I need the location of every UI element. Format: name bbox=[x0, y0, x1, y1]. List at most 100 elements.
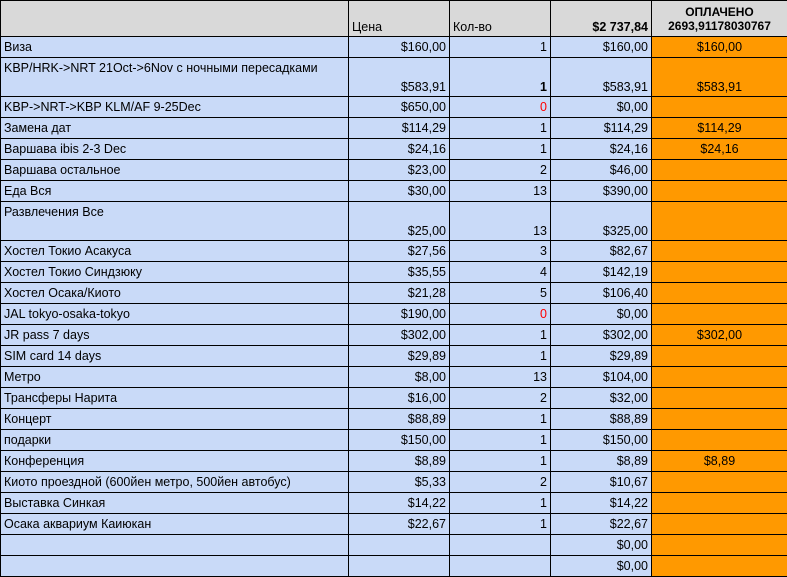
cell-qty[interactable]: 13 bbox=[450, 202, 551, 241]
cell-qty[interactable]: 4 bbox=[450, 262, 551, 283]
header-cell-total[interactable]: $2 737,84 bbox=[551, 1, 652, 37]
cell-total[interactable]: $88,89 bbox=[551, 409, 652, 430]
cell-paid[interactable] bbox=[652, 346, 787, 367]
cell-paid[interactable] bbox=[652, 283, 787, 304]
cell-price[interactable]: $21,28 bbox=[349, 283, 450, 304]
cell-total[interactable]: $142,19 bbox=[551, 262, 652, 283]
header-cell-item[interactable] bbox=[1, 1, 349, 37]
cell-total[interactable]: $24,16 bbox=[551, 139, 652, 160]
header-cell-paid[interactable]: ОПЛАЧЕНО 2693,91178030767 bbox=[652, 1, 787, 37]
cell-price[interactable] bbox=[349, 535, 450, 556]
cell-qty[interactable]: 1 bbox=[450, 118, 551, 139]
cell-total[interactable]: $150,00 bbox=[551, 430, 652, 451]
cell-qty[interactable]: 2 bbox=[450, 472, 551, 493]
cell-qty[interactable]: 1 bbox=[450, 139, 551, 160]
cell-total[interactable]: $390,00 bbox=[551, 181, 652, 202]
cell-paid[interactable] bbox=[652, 493, 787, 514]
cell-total[interactable]: $302,00 bbox=[551, 325, 652, 346]
cell-paid[interactable]: $114,29 bbox=[652, 118, 787, 139]
cell-qty[interactable]: 2 bbox=[450, 160, 551, 181]
header-cell-qty[interactable]: Кол-во bbox=[450, 1, 551, 37]
cell-qty[interactable]: 1 bbox=[450, 514, 551, 535]
cell-paid[interactable] bbox=[652, 409, 787, 430]
cell-price[interactable]: $190,00 bbox=[349, 304, 450, 325]
cell-price[interactable]: $650,00 bbox=[349, 97, 450, 118]
cell-item[interactable]: KBP/HRK->NRT 21Oct->6Nov с ночными перес… bbox=[1, 58, 349, 97]
cell-qty[interactable]: 1 bbox=[450, 58, 551, 97]
cell-total[interactable]: $29,89 bbox=[551, 346, 652, 367]
cell-qty[interactable]: 1 bbox=[450, 37, 551, 58]
cell-total[interactable]: $104,00 bbox=[551, 367, 652, 388]
cell-paid[interactable] bbox=[652, 160, 787, 181]
cell-qty[interactable]: 1 bbox=[450, 346, 551, 367]
cell-price[interactable]: $25,00 bbox=[349, 202, 450, 241]
cell-price[interactable]: $14,22 bbox=[349, 493, 450, 514]
cell-item[interactable]: Киото проездной (600йен метро, 500йен ав… bbox=[1, 472, 349, 493]
cell-paid[interactable] bbox=[652, 202, 787, 241]
cell-qty[interactable]: 3 bbox=[450, 241, 551, 262]
cell-price[interactable]: $88,89 bbox=[349, 409, 450, 430]
cell-total[interactable]: $0,00 bbox=[551, 97, 652, 118]
cell-item[interactable]: Варшава ibis 2-3 Dec bbox=[1, 139, 349, 160]
cell-total[interactable]: $0,00 bbox=[551, 304, 652, 325]
cell-item[interactable]: Осака аквариум Каиюкан bbox=[1, 514, 349, 535]
cell-item[interactable]: Хостел Осака/Киото bbox=[1, 283, 349, 304]
cell-qty[interactable]: 1 bbox=[450, 430, 551, 451]
cell-price[interactable]: $29,89 bbox=[349, 346, 450, 367]
cell-item[interactable]: SIM card 14 days bbox=[1, 346, 349, 367]
cell-paid[interactable] bbox=[652, 181, 787, 202]
cell-item[interactable]: Хостел Токио Синдзюку bbox=[1, 262, 349, 283]
header-cell-price[interactable]: Цена bbox=[349, 1, 450, 37]
cell-price[interactable]: $27,56 bbox=[349, 241, 450, 262]
cell-price[interactable]: $35,55 bbox=[349, 262, 450, 283]
cell-paid[interactable] bbox=[652, 241, 787, 262]
cell-item[interactable]: JAL tokyo-osaka-tokyo bbox=[1, 304, 349, 325]
cell-item[interactable] bbox=[1, 535, 349, 556]
cell-price[interactable]: $114,29 bbox=[349, 118, 450, 139]
cell-paid[interactable]: $160,00 bbox=[652, 37, 787, 58]
cell-qty[interactable]: 1 bbox=[450, 325, 551, 346]
cell-qty[interactable]: 13 bbox=[450, 367, 551, 388]
cell-item[interactable]: Варшава остальное bbox=[1, 160, 349, 181]
cell-item[interactable]: KBP->NRT->KBP KLM/AF 9-25Dec bbox=[1, 97, 349, 118]
cell-price[interactable]: $302,00 bbox=[349, 325, 450, 346]
cell-item[interactable]: Концерт bbox=[1, 409, 349, 430]
cell-total[interactable]: $114,29 bbox=[551, 118, 652, 139]
cell-item[interactable]: Трансферы Нарита bbox=[1, 388, 349, 409]
cell-paid[interactable] bbox=[652, 262, 787, 283]
cell-total[interactable]: $583,91 bbox=[551, 58, 652, 97]
cell-item[interactable]: Еда Вся bbox=[1, 181, 349, 202]
cell-price[interactable]: $23,00 bbox=[349, 160, 450, 181]
cell-price[interactable]: $8,00 bbox=[349, 367, 450, 388]
cell-total[interactable]: $160,00 bbox=[551, 37, 652, 58]
cell-price[interactable]: $583,91 bbox=[349, 58, 450, 97]
cell-paid[interactable]: $302,00 bbox=[652, 325, 787, 346]
cell-item[interactable]: Выставка Синкая bbox=[1, 493, 349, 514]
cell-item[interactable]: Развлечения Все bbox=[1, 202, 349, 241]
cell-qty[interactable]: 2 bbox=[450, 388, 551, 409]
cell-paid[interactable]: $8,89 bbox=[652, 451, 787, 472]
cell-price[interactable]: $30,00 bbox=[349, 181, 450, 202]
cell-item[interactable]: Конференция bbox=[1, 451, 349, 472]
cell-paid[interactable] bbox=[652, 367, 787, 388]
cell-qty[interactable]: 1 bbox=[450, 409, 551, 430]
cell-item[interactable]: Замена дат bbox=[1, 118, 349, 139]
cell-price[interactable]: $24,16 bbox=[349, 139, 450, 160]
cell-item[interactable]: Метро bbox=[1, 367, 349, 388]
cell-qty[interactable]: 5 bbox=[450, 283, 551, 304]
cell-paid[interactable]: $583,91 bbox=[652, 58, 787, 97]
cell-qty[interactable] bbox=[450, 535, 551, 556]
cell-qty[interactable]: 1 bbox=[450, 451, 551, 472]
cell-paid[interactable] bbox=[652, 97, 787, 118]
cell-paid[interactable] bbox=[652, 472, 787, 493]
cell-price[interactable]: $160,00 bbox=[349, 37, 450, 58]
cell-total[interactable]: $22,67 bbox=[551, 514, 652, 535]
cell-qty[interactable]: 0 bbox=[450, 304, 551, 325]
cell-price[interactable]: $150,00 bbox=[349, 430, 450, 451]
cell-price[interactable]: $16,00 bbox=[349, 388, 450, 409]
cell-total[interactable]: $325,00 bbox=[551, 202, 652, 241]
cell-total[interactable]: $0,00 bbox=[551, 535, 652, 556]
cell-paid[interactable]: $24,16 bbox=[652, 139, 787, 160]
cell-total[interactable]: $8,89 bbox=[551, 451, 652, 472]
cell-price[interactable]: $22,67 bbox=[349, 514, 450, 535]
